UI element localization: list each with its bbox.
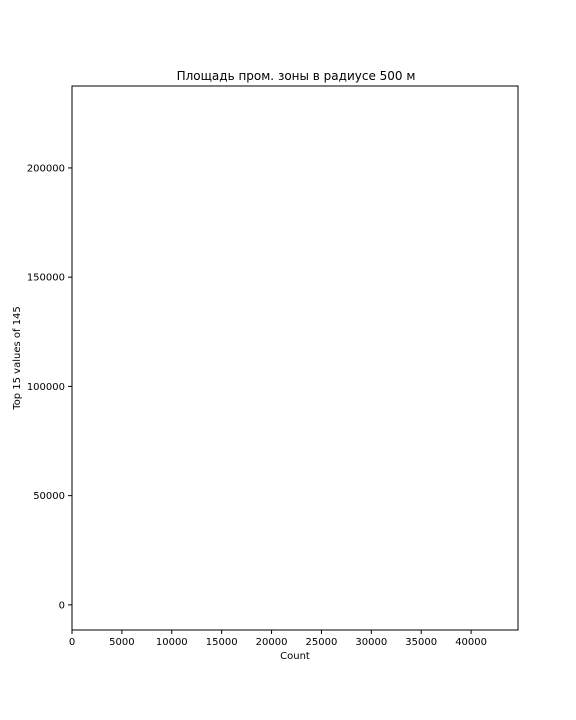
x-tick-label: 35000 [405, 637, 437, 648]
x-axis-label: Count [280, 651, 310, 662]
y-tick-label: 150000 [27, 273, 65, 284]
y-axis-label: Top 15 values of 145 [12, 306, 23, 411]
y-tick-label: 50000 [33, 491, 65, 502]
x-tick-label: 30000 [355, 637, 387, 648]
y-axis-ticks: 0 50000 100000 150000 200000 [27, 163, 72, 611]
plot-area-frame [71, 85, 519, 631]
x-tick-label: 40000 [455, 637, 487, 648]
x-tick-label: 5000 [109, 637, 134, 648]
y-tick-label: 100000 [27, 382, 65, 393]
x-axis-ticks: 0 5000 10000 15000 20000 25000 30000 35000 40000 [69, 630, 487, 648]
x-tick-label: 15000 [206, 637, 238, 648]
x-tick-label: 10000 [156, 637, 188, 648]
x-tick-label: 25000 [306, 637, 338, 648]
chart-title: Площадь пром. зоны в радиусе 500 м [177, 69, 416, 83]
y-tick-label: 200000 [27, 163, 65, 174]
x-tick-label: 0 [69, 637, 75, 648]
x-tick-label: 20000 [256, 637, 288, 648]
y-tick-label: 0 [59, 600, 65, 611]
